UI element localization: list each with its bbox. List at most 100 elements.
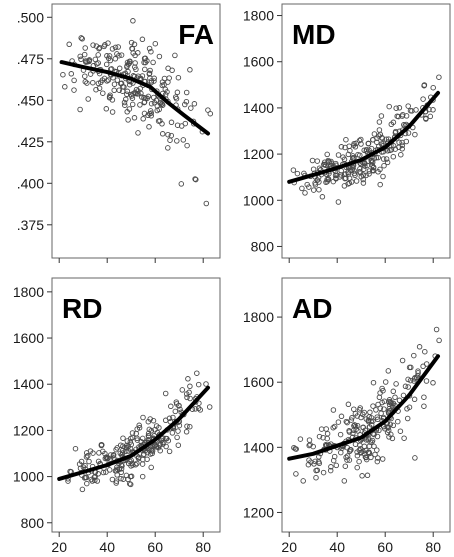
data-point bbox=[390, 422, 397, 429]
data-point bbox=[167, 137, 173, 143]
data-point bbox=[160, 441, 166, 447]
data-point bbox=[376, 119, 383, 125]
data-point bbox=[184, 423, 190, 429]
data-point bbox=[155, 118, 162, 124]
data-point bbox=[187, 67, 193, 73]
data-point bbox=[187, 383, 193, 390]
data-point bbox=[124, 438, 131, 444]
data-point bbox=[377, 181, 383, 188]
data-point bbox=[118, 466, 125, 472]
data-point bbox=[183, 98, 190, 105]
data-point bbox=[113, 468, 120, 474]
data-point bbox=[138, 94, 145, 100]
data-point bbox=[399, 142, 406, 149]
data-point bbox=[412, 131, 418, 138]
data-point bbox=[344, 457, 350, 463]
data-point bbox=[62, 84, 68, 90]
data-point bbox=[77, 106, 83, 113]
data-point bbox=[68, 71, 75, 77]
data-point bbox=[375, 169, 381, 175]
data-point bbox=[157, 447, 163, 454]
y-tick-label: .475 bbox=[17, 51, 44, 67]
trend-line bbox=[57, 385, 210, 481]
data-point bbox=[341, 171, 348, 178]
data-point bbox=[122, 444, 128, 451]
data-point bbox=[363, 437, 370, 443]
data-point bbox=[148, 48, 154, 55]
data-point bbox=[343, 454, 349, 461]
data-point bbox=[137, 102, 143, 108]
data-point bbox=[128, 463, 134, 469]
data-point bbox=[337, 431, 344, 438]
data-point bbox=[146, 124, 152, 130]
data-point bbox=[371, 431, 377, 438]
data-point bbox=[396, 105, 403, 111]
data-point bbox=[353, 178, 360, 184]
data-point bbox=[106, 53, 113, 59]
data-point bbox=[380, 173, 386, 180]
data-point bbox=[139, 36, 146, 43]
data-point bbox=[356, 169, 363, 175]
data-point bbox=[118, 462, 125, 469]
data-point bbox=[374, 458, 381, 465]
data-point bbox=[103, 454, 110, 460]
data-point bbox=[152, 426, 158, 433]
data-point bbox=[114, 77, 121, 83]
data-point bbox=[142, 66, 148, 73]
data-point bbox=[72, 445, 79, 452]
data-point bbox=[310, 187, 317, 193]
data-point bbox=[325, 158, 331, 165]
data-point bbox=[117, 450, 124, 457]
data-point bbox=[384, 424, 390, 430]
data-point bbox=[380, 140, 386, 147]
data-point bbox=[421, 403, 427, 409]
data-point bbox=[106, 467, 113, 473]
data-point bbox=[359, 473, 365, 479]
data-point bbox=[156, 106, 162, 113]
data-point bbox=[310, 166, 317, 172]
plot-frame bbox=[281, 3, 451, 259]
data-point bbox=[330, 407, 337, 413]
y-tick-label: 800 bbox=[251, 238, 275, 254]
data-point bbox=[430, 107, 436, 113]
data-point bbox=[405, 103, 411, 109]
data-point bbox=[119, 88, 126, 94]
data-point bbox=[293, 446, 299, 452]
y-tick-label: 1200 bbox=[243, 504, 274, 520]
data-point bbox=[151, 78, 157, 84]
data-point bbox=[148, 110, 155, 116]
data-point bbox=[148, 100, 155, 107]
data-point bbox=[79, 486, 86, 493]
data-point bbox=[131, 115, 138, 121]
data-point bbox=[387, 421, 394, 428]
data-point bbox=[335, 152, 342, 158]
panel-title: AD bbox=[292, 293, 332, 324]
data-point bbox=[423, 116, 429, 122]
data-point bbox=[82, 78, 89, 85]
data-point bbox=[385, 368, 392, 374]
data-point bbox=[335, 419, 342, 425]
data-point bbox=[194, 370, 200, 376]
x-axis: 20 40 60 80 bbox=[51, 532, 211, 555]
data-point bbox=[129, 434, 136, 441]
data-point bbox=[105, 40, 111, 46]
x-axis bbox=[288, 258, 434, 263]
data-point bbox=[96, 45, 103, 51]
data-point bbox=[121, 99, 128, 106]
data-point bbox=[112, 56, 119, 62]
data-point bbox=[325, 176, 332, 183]
data-point bbox=[321, 161, 327, 168]
data-point bbox=[175, 442, 182, 448]
data-point bbox=[309, 157, 316, 164]
data-point bbox=[390, 153, 397, 160]
data-point bbox=[341, 478, 348, 484]
data-point bbox=[365, 140, 372, 147]
trend-line bbox=[59, 60, 210, 136]
data-point bbox=[369, 439, 375, 445]
data-point bbox=[366, 168, 373, 174]
data-point bbox=[187, 423, 193, 430]
data-point bbox=[140, 116, 146, 122]
data-point bbox=[188, 105, 194, 111]
data-point bbox=[159, 102, 166, 108]
data-point bbox=[90, 79, 96, 86]
